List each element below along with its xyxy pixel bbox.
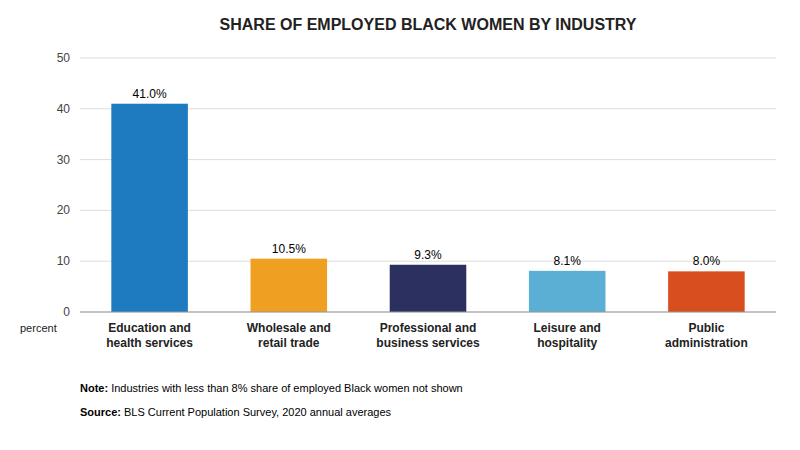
y-tick-label: 30	[57, 153, 71, 167]
data-label: 8.1%	[554, 254, 582, 268]
y-tick-label: 20	[57, 203, 71, 217]
chart: SHARE OF EMPLOYED BLACK WOMEN BY INDUSTR…	[0, 0, 800, 450]
y-tick-label: 50	[57, 51, 71, 65]
x-tick-label: Education andhealth services	[106, 321, 193, 350]
grid	[80, 58, 776, 312]
x-axis	[80, 312, 776, 313]
y-tick-label: 0	[63, 305, 70, 319]
y-tick-label: 40	[57, 102, 71, 116]
bar	[668, 271, 745, 312]
data-label: 8.0%	[693, 254, 721, 268]
bar	[111, 104, 188, 312]
background	[0, 0, 800, 450]
grid-line	[80, 312, 776, 313]
title: SHARE OF EMPLOYED BLACK WOMEN BY INDUSTR…	[220, 16, 637, 33]
data-label: 41.0%	[133, 87, 167, 101]
y-tick-label: 10	[57, 254, 71, 268]
x-tick-label: Publicadministration	[665, 321, 748, 350]
data-label: 10.5%	[272, 242, 306, 256]
bar	[251, 259, 328, 312]
bars	[111, 104, 744, 312]
y-axis-label: percent	[20, 322, 57, 334]
grid-line	[80, 58, 776, 59]
data-label: 9.3%	[414, 248, 442, 262]
x-tick-label: Professional andbusiness services	[376, 321, 480, 350]
note: Source: BLS Current Population Survey, 2…	[80, 406, 392, 418]
note: Note: Industries with less than 8% share…	[80, 382, 463, 394]
x-tick-label: Leisure andhospitality	[534, 321, 601, 350]
bar	[529, 271, 606, 312]
bar	[390, 265, 467, 312]
x-tick-label: Wholesale andretail trade	[247, 321, 331, 350]
